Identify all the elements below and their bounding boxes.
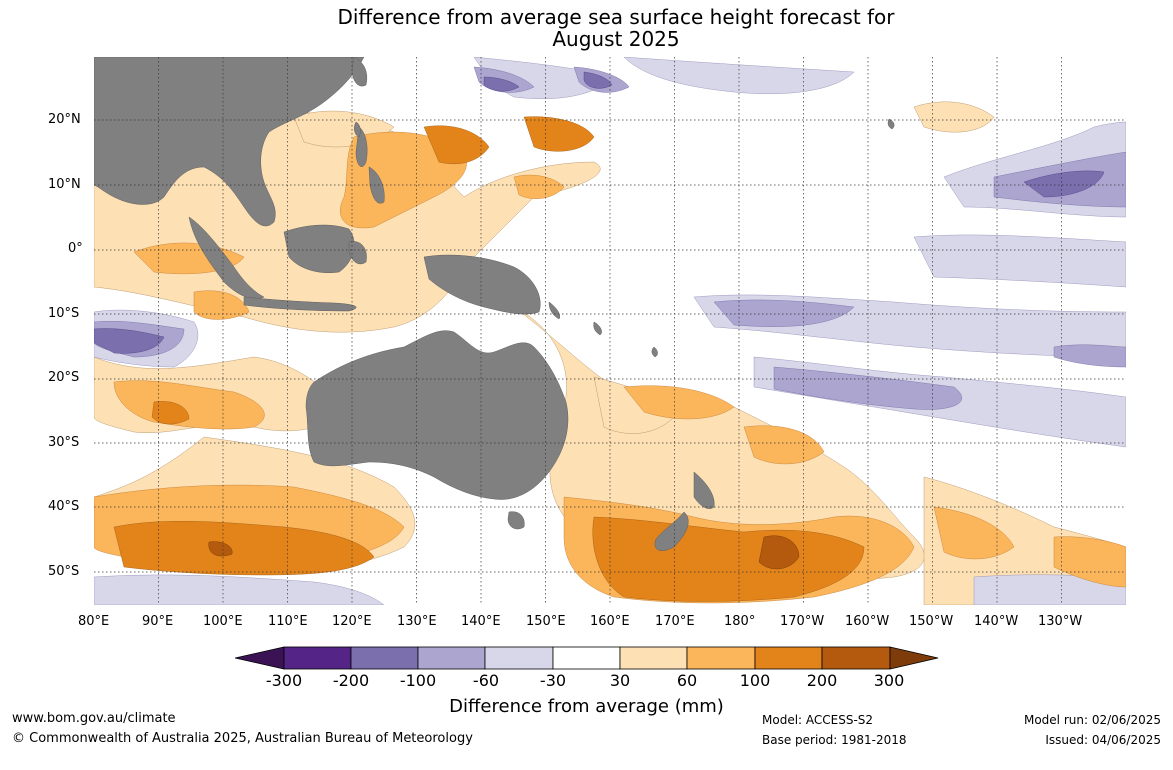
lon-label-130w: 130°W xyxy=(1038,614,1083,629)
lat-label-20s: 20°S xyxy=(48,370,80,385)
lon-label-120e: 120°E xyxy=(332,614,372,629)
colorbar-tick: -300 xyxy=(265,671,303,690)
lon-label-150w: 150°W xyxy=(909,614,954,629)
colorbar-tick: -200 xyxy=(332,671,370,690)
lon-label-160w: 160°W xyxy=(845,614,890,629)
sea-surface-height-map xyxy=(94,57,1126,605)
colorbar-tick: 200 xyxy=(806,671,838,690)
lat-label-40s: 40°S xyxy=(48,499,80,514)
model-name: Model: ACCESS-S2 xyxy=(762,713,874,727)
anomaly-neg100-neg200-regions xyxy=(94,71,1105,354)
colorbar-bin xyxy=(619,646,688,670)
lat-label-0: 0° xyxy=(68,241,83,256)
colorbar-tick: 30 xyxy=(609,671,631,690)
model-run-date: Model run: 02/06/2025 xyxy=(1023,713,1161,727)
colorbar-bin xyxy=(350,646,419,670)
lon-label-110e: 110°E xyxy=(268,614,308,629)
lon-label-80e: 80°E xyxy=(78,614,110,629)
colorbar-bin xyxy=(686,646,756,670)
colorbar-tick: 300 xyxy=(873,671,905,690)
lat-label-30s: 30°S xyxy=(48,435,80,450)
lon-label-90e: 90°E xyxy=(142,614,174,629)
colorbar-bin xyxy=(283,646,352,670)
graticule xyxy=(94,57,1126,605)
copyright-text: © Commonwealth of Australia 2025, Austra… xyxy=(12,731,473,746)
lon-label-100e: 100°E xyxy=(203,614,243,629)
colorbar-bin xyxy=(821,646,891,670)
lon-label-130e: 130°E xyxy=(397,614,437,629)
colorbar-bin xyxy=(417,646,486,670)
anomaly-200-300-regions xyxy=(208,535,800,570)
land-masses xyxy=(94,57,895,551)
lon-label-170e: 170°E xyxy=(655,614,695,629)
website-link[interactable]: www.bom.gov.au/climate xyxy=(12,711,176,726)
lon-label-160e: 160°E xyxy=(590,614,630,629)
lat-label-50s: 50°S xyxy=(48,564,80,579)
map-title-line1: Difference from average sea surface heig… xyxy=(337,5,895,29)
colorbar-tick: -60 xyxy=(472,671,500,690)
colorbar-bin xyxy=(754,646,823,670)
lon-label-180: 180° xyxy=(724,614,756,629)
lat-label-10s: 10°S xyxy=(48,306,80,321)
lat-label-20n: 20°N xyxy=(48,112,81,127)
colorbar-extend-low xyxy=(235,646,285,670)
lon-label-170w: 170°W xyxy=(780,614,825,629)
colorbar-tick: -30 xyxy=(539,671,567,690)
lon-label-140e: 140°E xyxy=(461,614,501,629)
colorbar-bin xyxy=(484,646,554,670)
issued-date: Issued: 04/06/2025 xyxy=(1045,733,1161,747)
colorbar-extend-high xyxy=(889,646,939,670)
lon-label-140w: 140°W xyxy=(974,614,1019,629)
map-title-line2: August 2025 xyxy=(552,27,680,51)
colorbar xyxy=(235,646,939,670)
colorbar-tick: 100 xyxy=(739,671,771,690)
colorbar-bin xyxy=(552,646,621,670)
colorbar-tick: 60 xyxy=(676,671,698,690)
colorbar-tick: -100 xyxy=(399,671,437,690)
lat-label-10n: 10°N xyxy=(48,177,81,192)
colorbar-title: Difference from average (mm) xyxy=(449,696,724,717)
lon-label-150e: 150°E xyxy=(526,614,566,629)
base-period: Base period: 1981-2018 xyxy=(762,733,907,747)
